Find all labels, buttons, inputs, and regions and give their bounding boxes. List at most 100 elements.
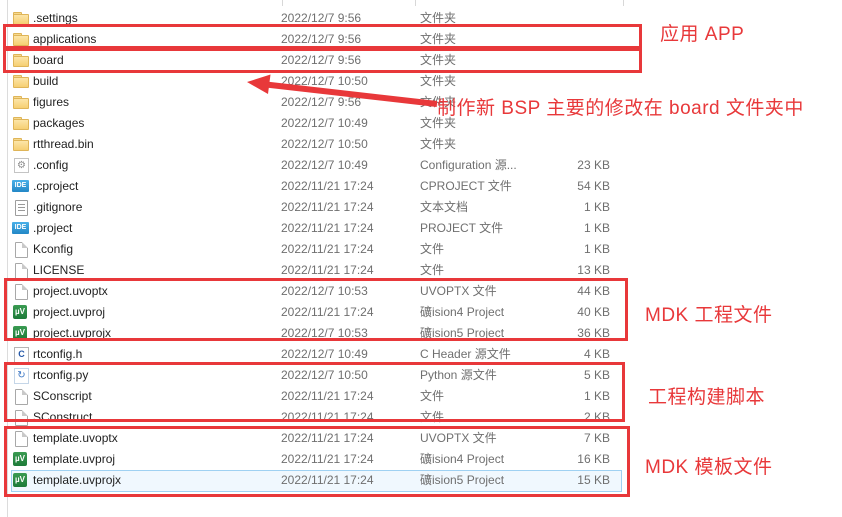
file-date-modified: 2022/11/21 17:24 <box>281 389 374 403</box>
file-row[interactable]: ↻ rtconfig.py 2022/12/7 10:50 Python 源文件… <box>0 365 842 386</box>
file-date-modified: 2022/11/21 17:24 <box>281 242 374 256</box>
file-type: UVOPTX 文件 <box>420 284 497 298</box>
file-size: 44 KB <box>577 284 610 298</box>
keil-uvision-icon: µV <box>13 452 27 466</box>
file-row[interactable]: ⚙ .config 2022/12/7 10:49 Configuration … <box>0 155 842 176</box>
eclipse-ide-icon: IDE <box>12 180 29 192</box>
file-name: project.uvoptx <box>33 284 108 298</box>
folder-icon <box>13 12 29 25</box>
file-type: 文件 <box>420 242 445 256</box>
keil-uvision-icon: µV <box>13 326 27 340</box>
file-row[interactable]: applications 2022/12/7 9:56 文件夹 <box>0 29 842 50</box>
file-size: 1 KB <box>583 221 610 235</box>
file-row[interactable]: project.uvoptx 2022/12/7 10:53 UVOPTX 文件… <box>0 281 842 302</box>
file-name: .config <box>33 158 69 172</box>
file-date-modified: 2022/12/7 10:49 <box>281 116 368 130</box>
file-date-modified: 2022/11/21 17:24 <box>281 221 374 235</box>
file-row[interactable]: .gitignore 2022/11/21 17:24 文本文档 1 KB <box>0 197 842 218</box>
file-name: template.uvprojx <box>33 473 122 487</box>
file-date-modified: 2022/11/21 17:24 <box>281 200 374 214</box>
file-date-modified: 2022/11/21 17:24 <box>281 431 374 445</box>
file-name: figures <box>33 95 70 109</box>
file-row[interactable]: SConstruct 2022/11/21 17:24 文件 2 KB <box>0 407 842 428</box>
file-date-modified: 2022/11/21 17:24 <box>281 263 374 277</box>
file-type: C Header 源文件 <box>420 347 511 361</box>
file-size: 1 KB <box>583 200 610 214</box>
file-type: CPROJECT 文件 <box>420 179 512 193</box>
keil-uvision-icon: µV <box>13 473 27 487</box>
file-row[interactable]: template.uvoptx 2022/11/21 17:24 UVOPTX … <box>0 428 842 449</box>
folder-icon <box>13 96 29 109</box>
file-date-modified: 2022/11/21 17:24 <box>281 410 374 424</box>
file-type: 文件夹 <box>420 74 457 88</box>
file-row[interactable]: µV project.uvprojx 2022/12/7 10:53 礦isio… <box>0 323 842 344</box>
gear-icon: ⚙ <box>14 158 29 173</box>
file-row[interactable]: C rtconfig.h 2022/12/7 10:49 C Header 源文… <box>0 344 842 365</box>
annotation-label-board-note: 制作新 BSP 主要的修改在 board 文件夹中 <box>437 98 804 119</box>
file-name: .cproject <box>33 179 79 193</box>
file-date-modified: 2022/12/7 9:56 <box>281 32 362 46</box>
file-type: 文件夹 <box>420 137 457 151</box>
file-row[interactable]: rtthread.bin 2022/12/7 10:50 文件夹 <box>0 134 842 155</box>
file-type: Python 源文件 <box>420 368 497 382</box>
file-date-modified: 2022/11/21 17:24 <box>281 179 374 193</box>
file-name: template.uvproj <box>33 452 116 466</box>
file-type: 礦ision5 Project <box>420 326 505 340</box>
file-size: 1 KB <box>583 242 610 256</box>
file-name: LICENSE <box>33 263 85 277</box>
column-separator-tick <box>415 0 416 6</box>
file-size: 13 KB <box>577 263 610 277</box>
file-type: 文本文档 <box>420 200 469 214</box>
file-type: 文件 <box>420 263 445 277</box>
file-name: .settings <box>33 11 78 25</box>
file-row[interactable]: IDE .cproject 2022/11/21 17:24 CPROJECT … <box>0 176 842 197</box>
folder-icon <box>13 54 29 67</box>
file-name: template.uvoptx <box>33 431 118 445</box>
file-row[interactable]: IDE .project 2022/11/21 17:24 PROJECT 文件… <box>0 218 842 239</box>
file-date-modified: 2022/12/7 10:53 <box>281 284 368 298</box>
file-size: 5 KB <box>583 368 610 382</box>
annotation-label-mdk-template: MDK 模板文件 <box>645 457 773 478</box>
file-row[interactable]: Kconfig 2022/11/21 17:24 文件 1 KB <box>0 239 842 260</box>
text-document-icon <box>15 200 28 216</box>
file-name: build <box>33 74 59 88</box>
folder-icon <box>13 117 29 130</box>
generic-file-icon <box>15 284 28 300</box>
file-size: 40 KB <box>577 305 610 319</box>
file-row[interactable]: SConscript 2022/11/21 17:24 文件 1 KB <box>0 386 842 407</box>
file-date-modified: 2022/11/21 17:24 <box>281 473 374 487</box>
file-size: 15 KB <box>577 473 610 487</box>
file-row[interactable]: µV template.uvproj 2022/11/21 17:24 礦isi… <box>0 449 842 470</box>
file-row[interactable]: .settings 2022/12/7 9:56 文件夹 <box>0 8 842 29</box>
file-name: rtconfig.py <box>33 368 89 382</box>
file-size: 16 KB <box>577 452 610 466</box>
file-row[interactable]: board 2022/12/7 9:56 文件夹 <box>0 50 842 71</box>
generic-file-icon <box>15 242 28 258</box>
file-name: SConscript <box>33 389 92 403</box>
file-name: rtthread.bin <box>33 137 94 151</box>
file-row[interactable]: LICENSE 2022/11/21 17:24 文件 13 KB <box>0 260 842 281</box>
generic-file-icon <box>15 389 28 405</box>
file-row[interactable]: µV template.uvprojx 2022/11/21 17:24 礦is… <box>0 470 842 492</box>
file-date-modified: 2022/11/21 17:24 <box>281 452 374 466</box>
file-type: 文件夹 <box>420 116 457 130</box>
file-row[interactable]: build 2022/12/7 10:50 文件夹 <box>0 71 842 92</box>
file-type: 礦ision4 Project <box>420 452 505 466</box>
file-row[interactable]: µV project.uvproj 2022/11/21 17:24 礦isio… <box>0 302 842 323</box>
file-name: applications <box>33 32 97 46</box>
file-type: Configuration 源... <box>420 158 517 172</box>
pane-divider <box>7 0 8 517</box>
file-name: project.uvprojx <box>33 326 112 340</box>
selection-highlight <box>11 470 622 492</box>
file-name: .project <box>33 221 73 235</box>
column-separator-tick <box>282 0 283 6</box>
file-size: 1 KB <box>583 389 610 403</box>
file-size: 36 KB <box>577 326 610 340</box>
file-row[interactable]: packages 2022/12/7 10:49 文件夹 <box>0 113 842 134</box>
file-date-modified: 2022/12/7 10:49 <box>281 347 368 361</box>
file-type: 文件夹 <box>420 32 457 46</box>
generic-file-icon <box>15 410 28 426</box>
file-name: board <box>33 53 64 67</box>
file-date-modified: 2022/12/7 9:56 <box>281 53 362 67</box>
